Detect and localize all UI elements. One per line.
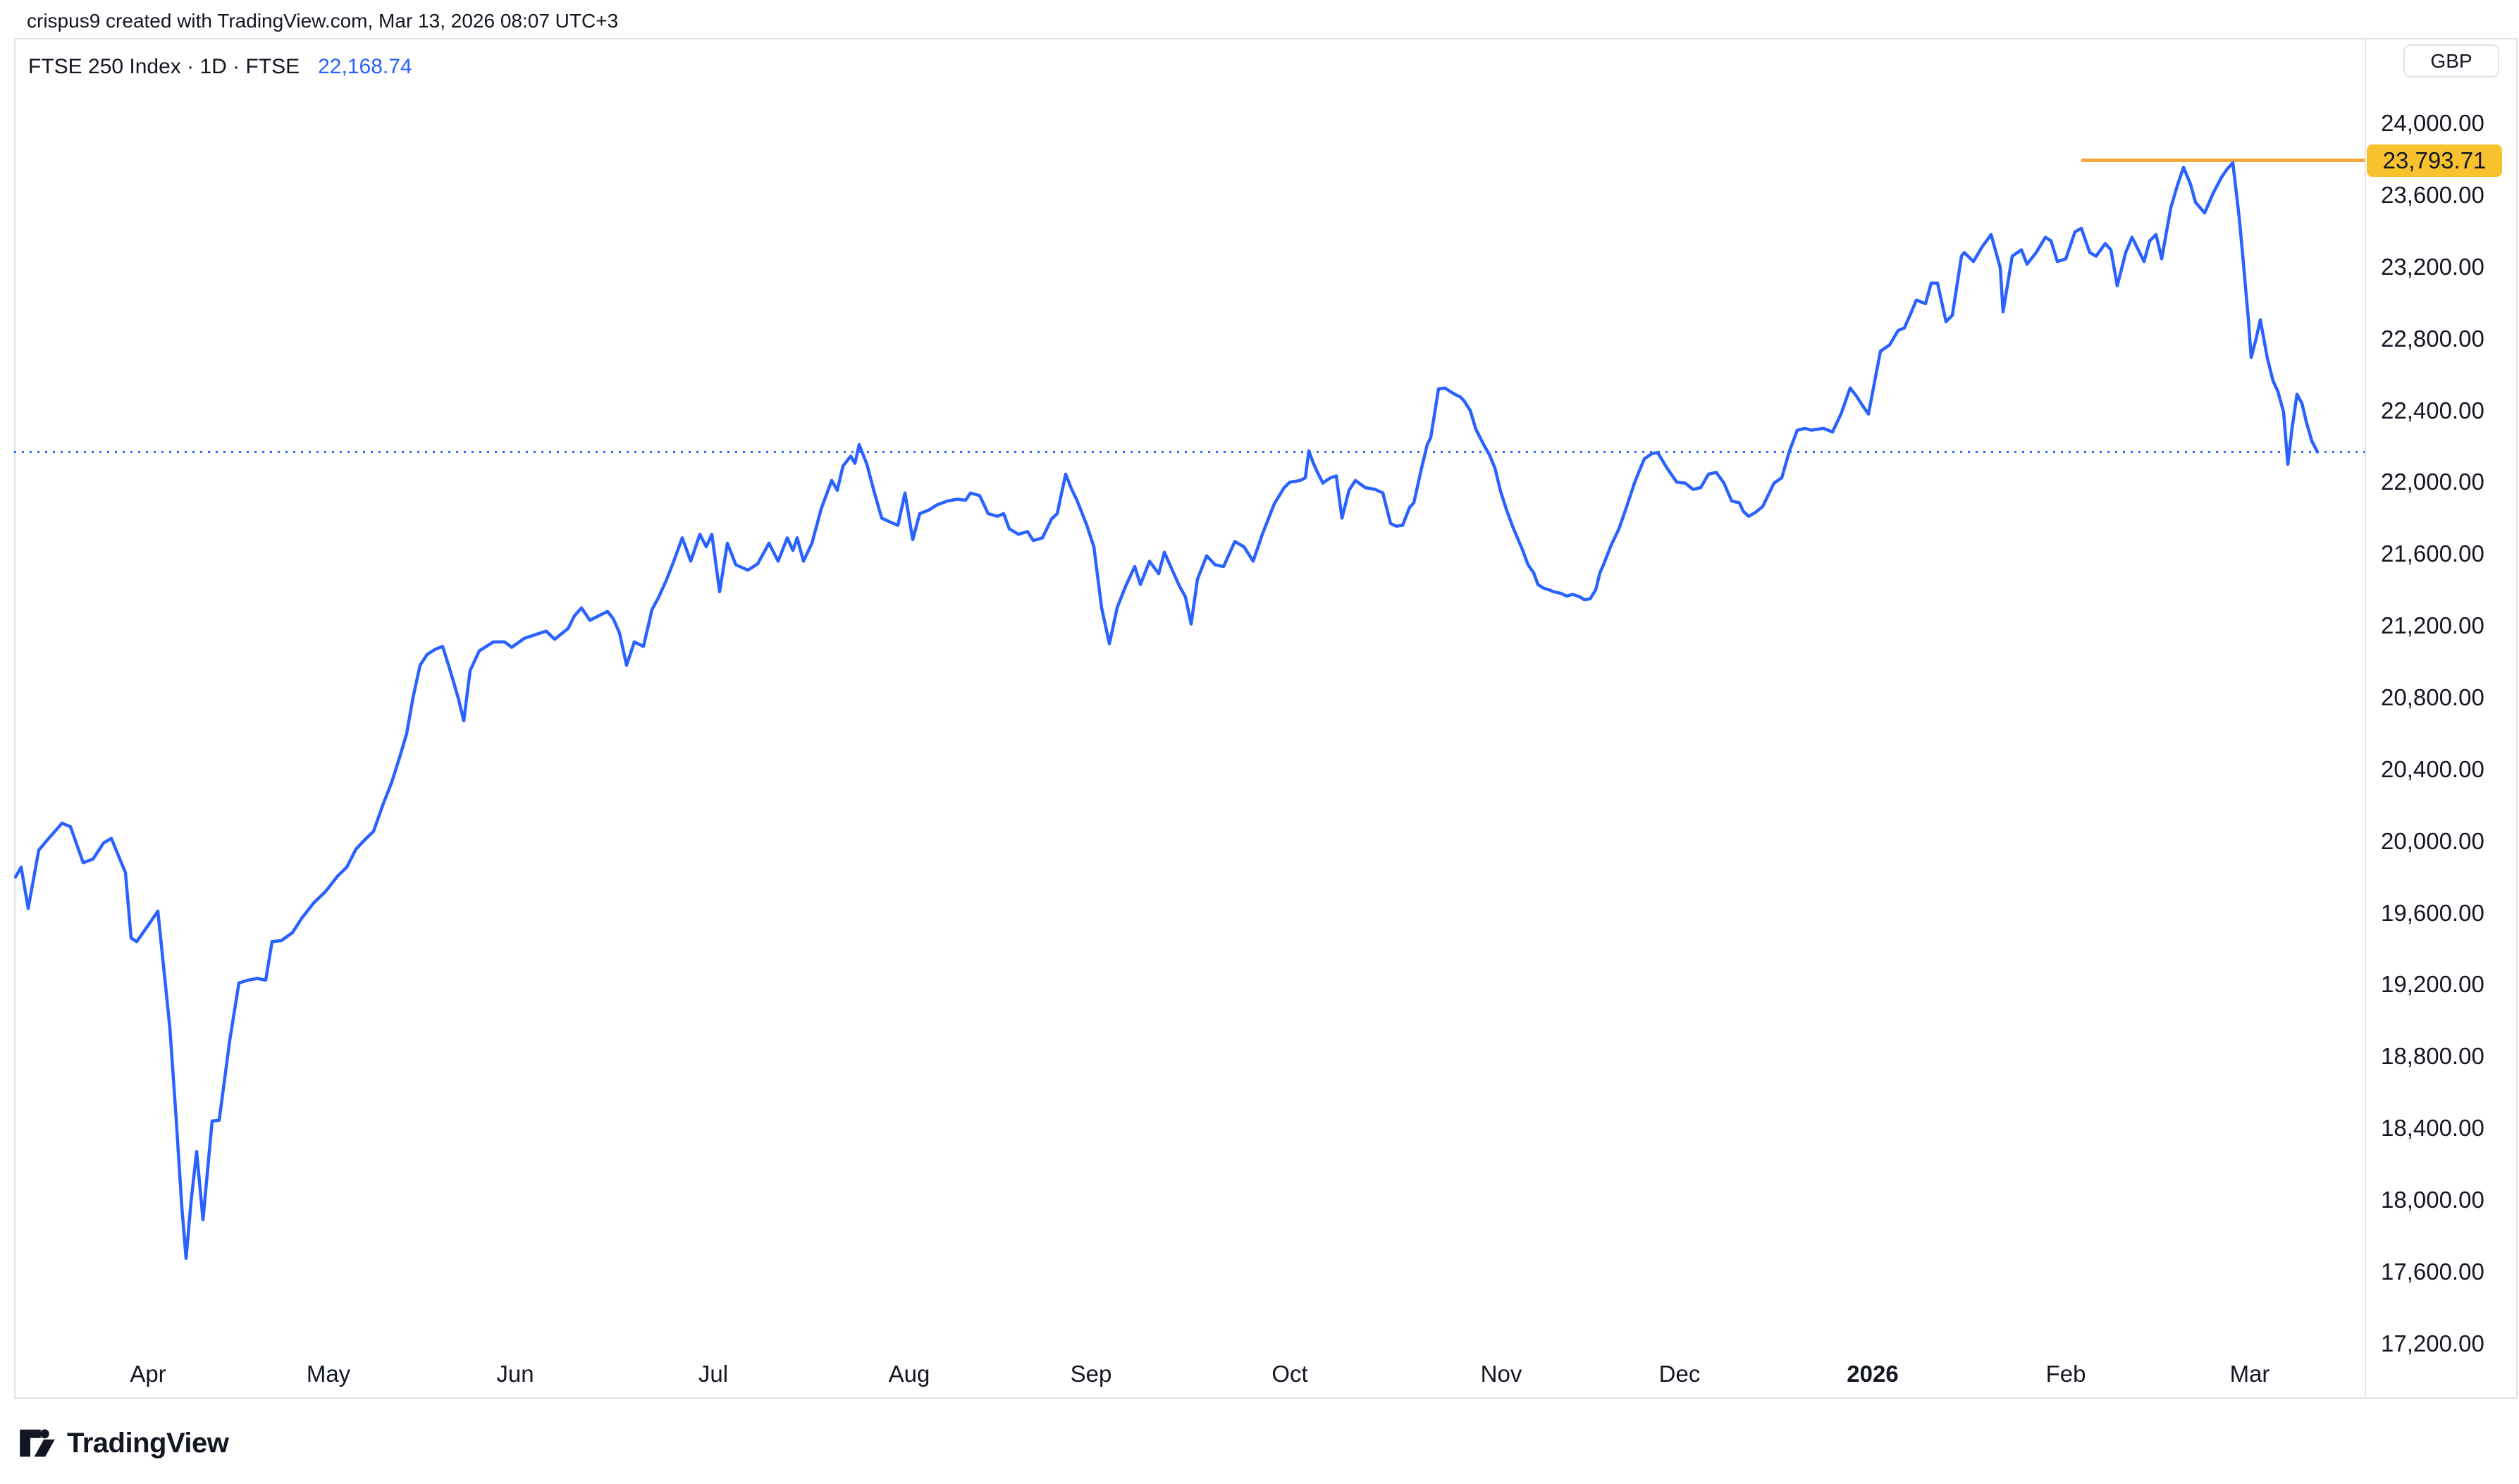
price-axis-label: 23,200.00 xyxy=(2381,253,2484,280)
price-axis-label: 22,000.00 xyxy=(2381,469,2484,495)
currency-label: GBP xyxy=(2430,49,2472,72)
price-axis-label: 18,000.00 xyxy=(2381,1187,2484,1213)
currency-badge[interactable]: GBP xyxy=(2403,44,2499,78)
price-axis-label: 19,600.00 xyxy=(2381,899,2484,926)
tradingview-logo-icon xyxy=(20,1429,55,1457)
time-axis-label: Apr xyxy=(130,1361,166,1387)
price-axis-label: 17,200.00 xyxy=(2381,1330,2484,1356)
time-axis-label: Nov xyxy=(1480,1361,1522,1387)
tradingview-logo-text: TradingView xyxy=(67,1427,229,1459)
symbol-title: FTSE 250 Index · 1D · FTSE xyxy=(28,55,300,78)
time-axis-label: Aug xyxy=(888,1361,930,1387)
last-price-value: 22,168.74 xyxy=(318,55,412,78)
time-axis-label: Feb xyxy=(2045,1361,2086,1387)
chart-left-border xyxy=(14,38,16,1399)
attribution-text: crispus9 created with TradingView.com, M… xyxy=(27,10,619,32)
chart-right-border xyxy=(2516,38,2518,1399)
tradingview-logo[interactable]: TradingView xyxy=(18,1423,229,1463)
price-axis-label: 20,400.00 xyxy=(2381,755,2484,782)
price-axis-label: 22,800.00 xyxy=(2381,325,2484,352)
time-axis-label: 2026 xyxy=(1847,1361,1899,1387)
price-axis-label: 17,600.00 xyxy=(2381,1258,2484,1285)
symbol-legend[interactable]: FTSE 250 Index · 1D · FTSE 22,168.74 xyxy=(28,55,412,79)
price-axis-label: 21,600.00 xyxy=(2381,540,2484,567)
chart-top-border xyxy=(14,38,2518,39)
time-axis-label: Dec xyxy=(1658,1361,1701,1387)
high-price-axis-label: 23,793.71 xyxy=(2367,144,2502,177)
price-axis-label: 20,000.00 xyxy=(2381,827,2484,854)
time-axis-label: Oct xyxy=(1271,1361,1308,1387)
time-axis-label: Jun xyxy=(496,1361,534,1387)
price-axis-label: 21,200.00 xyxy=(2381,612,2484,639)
time-axis-label: Sep xyxy=(1070,1361,1112,1387)
price-axis-label: 22,400.00 xyxy=(2381,397,2484,423)
time-axis-label: May xyxy=(306,1361,351,1387)
price-axis-label: 19,200.00 xyxy=(2381,971,2484,998)
price-axis-label: 23,600.00 xyxy=(2381,181,2484,208)
price-axis-label: 24,000.00 xyxy=(2381,110,2484,136)
price-axis-separator xyxy=(2365,38,2366,1397)
chart-bottom-border xyxy=(14,1397,2518,1399)
price-axis-label: 18,400.00 xyxy=(2381,1115,2484,1142)
price-axis-label: 20,800.00 xyxy=(2381,684,2484,710)
price-axis-label: 18,800.00 xyxy=(2381,1043,2484,1070)
high-price-text: 23,793.71 xyxy=(2382,147,2487,173)
time-axis-label: Mar xyxy=(2229,1361,2270,1387)
time-axis-label: Jul xyxy=(698,1361,729,1387)
price-line-series xyxy=(13,161,2320,1261)
